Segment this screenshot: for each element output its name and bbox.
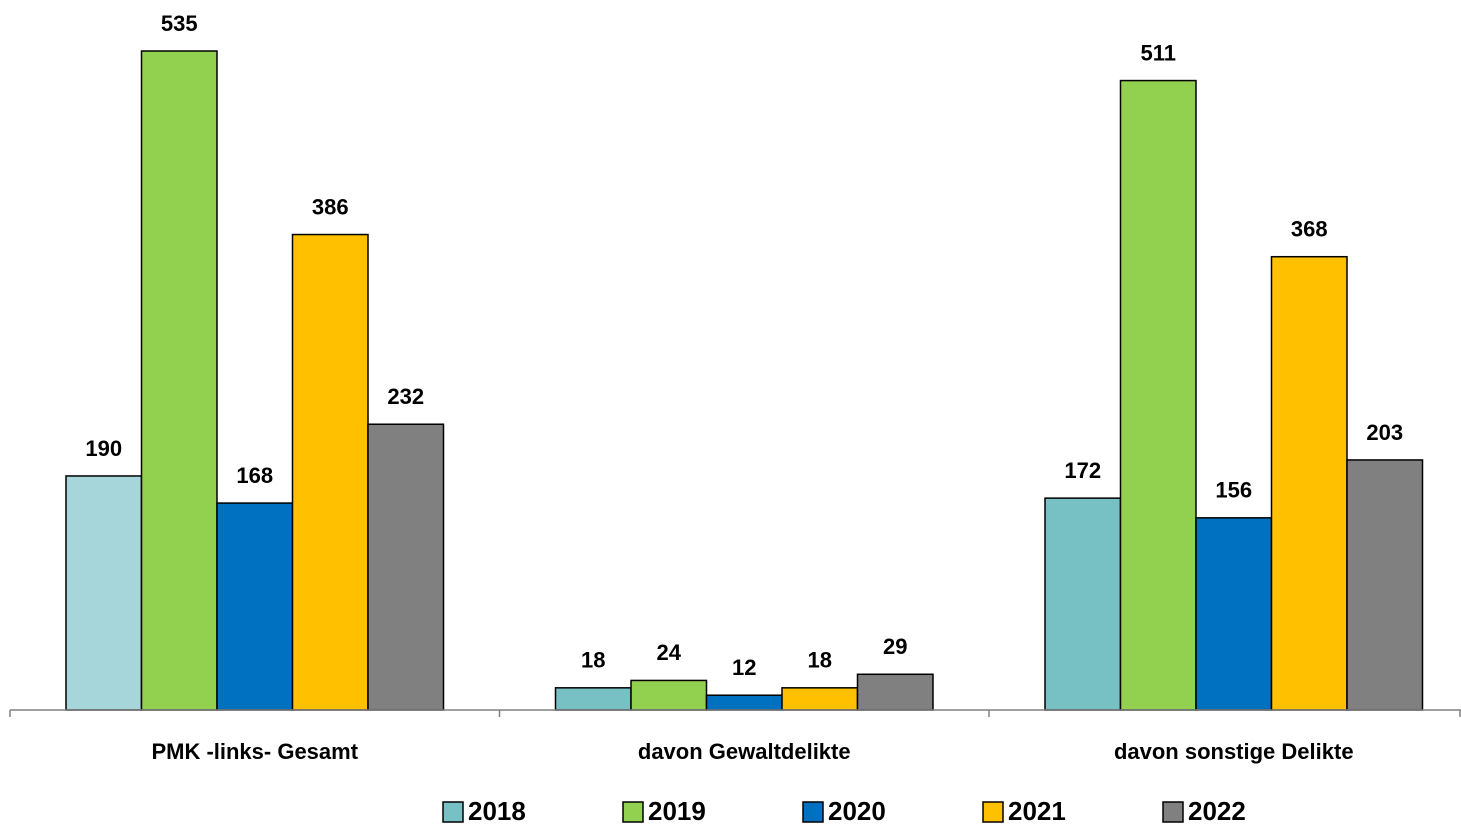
- bar: [856, 673, 934, 711]
- legend-swatch: [442, 801, 464, 823]
- value-label: 535: [161, 11, 198, 36]
- value-label: 156: [1215, 478, 1252, 503]
- bar: [140, 50, 218, 711]
- value-label: 386: [312, 194, 349, 219]
- bar: [781, 687, 859, 711]
- bar: [630, 679, 708, 711]
- value-label: 12: [732, 655, 756, 680]
- value-label: 203: [1366, 420, 1403, 445]
- value-label: 511: [1141, 40, 1177, 65]
- bar: [216, 502, 294, 711]
- value-label: 18: [808, 648, 832, 673]
- value-label: 24: [657, 640, 682, 665]
- bar: [1270, 255, 1348, 711]
- value-label: 168: [236, 463, 273, 488]
- value-label: 18: [581, 648, 605, 673]
- legend-label: 2020: [828, 796, 886, 826]
- legend-swatch: [982, 801, 1004, 823]
- legend-label: 2021: [1008, 796, 1066, 826]
- bar: [1195, 517, 1273, 711]
- x-tick-label: davon Gewaltdelikte: [638, 739, 851, 764]
- legend-label: 2018: [468, 796, 526, 826]
- bar: [1044, 497, 1122, 711]
- legend-label: 2019: [648, 796, 706, 826]
- legend-label: 2022: [1188, 796, 1246, 826]
- value-label: 368: [1291, 217, 1328, 242]
- value-label: 29: [883, 634, 907, 659]
- bar: [367, 423, 445, 711]
- value-label: 190: [85, 436, 122, 461]
- bar: [291, 233, 369, 711]
- x-tick-label: PMK -links- Gesamt: [151, 739, 358, 764]
- value-label: 172: [1064, 458, 1101, 483]
- x-tick-label: davon sonstige Delikte: [1114, 739, 1354, 764]
- legend-swatch: [622, 801, 644, 823]
- bar: [705, 694, 783, 711]
- bar: [1119, 79, 1197, 711]
- bar: [554, 687, 632, 711]
- legend-swatch: [802, 801, 824, 823]
- legend-swatch: [1162, 801, 1184, 823]
- bar: [1346, 459, 1424, 711]
- value-label: 232: [387, 384, 424, 409]
- bar: [65, 475, 143, 711]
